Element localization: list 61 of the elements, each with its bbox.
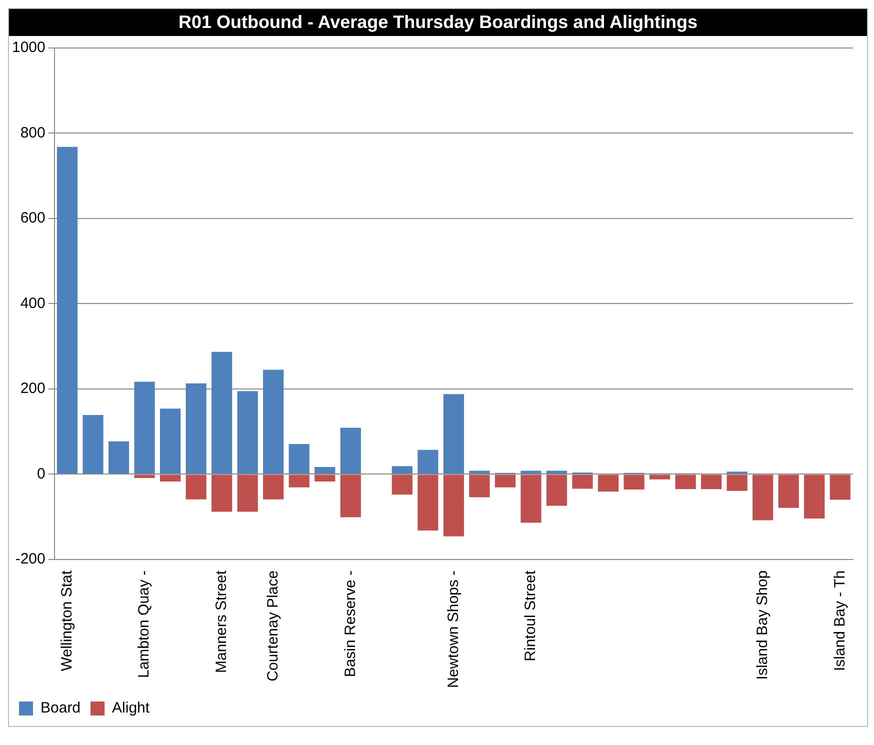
bar [212,352,232,474]
bar [443,394,464,474]
bar [804,474,825,519]
bar [726,474,748,491]
bar [418,450,438,474]
y-tick-label: 400 [20,294,46,312]
x-tick-label: Basin Reserve - [342,570,359,678]
legend-label: Alight [112,700,150,717]
bar [701,474,722,490]
bar [160,474,181,482]
x-tick-label: Island Bay Shop [754,570,771,680]
bar [778,474,799,508]
bar [56,146,78,474]
bar [469,474,490,498]
bar [212,474,232,512]
x-tick-label: Courtenay Place [264,570,282,682]
y-tick-label: 0 [37,465,46,482]
bar [134,474,155,478]
x-tick-label: Rintoul Street [522,570,540,662]
y-tick-label: 1000 [12,39,46,56]
bar [392,474,412,495]
legend-label: Board [40,700,81,717]
bar [314,474,336,482]
bar [546,474,568,506]
x-tick-label: Manners Street [212,570,230,673]
bar [752,474,774,520]
bar [160,408,181,474]
bar [340,474,361,518]
x-tick-label: Island Bay - Th [831,570,848,672]
bar [108,441,130,474]
y-tick-label: 800 [20,124,46,142]
bar [520,474,542,523]
bar [186,383,206,474]
bar [263,474,284,500]
bar [134,382,155,474]
bar [675,474,696,490]
y-tick-label: 600 [20,210,46,227]
bar [263,370,284,474]
bar [598,474,619,492]
bar [237,474,258,512]
bar [186,474,206,500]
bar [443,474,464,536]
bar [418,474,438,530]
x-tick-label: Lambton Quay - [136,570,153,678]
bar [288,444,310,474]
bar [572,474,593,489]
bar [314,466,336,474]
bar [494,474,516,488]
bar [392,466,412,474]
x-tick-label: Wellington Stat [58,570,76,672]
bar [624,474,644,490]
bar [237,391,258,474]
y-tick-label: -200 [15,550,46,568]
bar [340,428,361,474]
bar [82,414,104,474]
bar [649,474,670,480]
chart-title: R01 Outbound - Average Thursday Boardings and Alightings [9,9,867,36]
bar [288,474,310,488]
x-tick-label: Newtown Shops - [444,570,462,688]
bar [830,474,850,500]
y-tick-label: 200 [20,380,46,398]
